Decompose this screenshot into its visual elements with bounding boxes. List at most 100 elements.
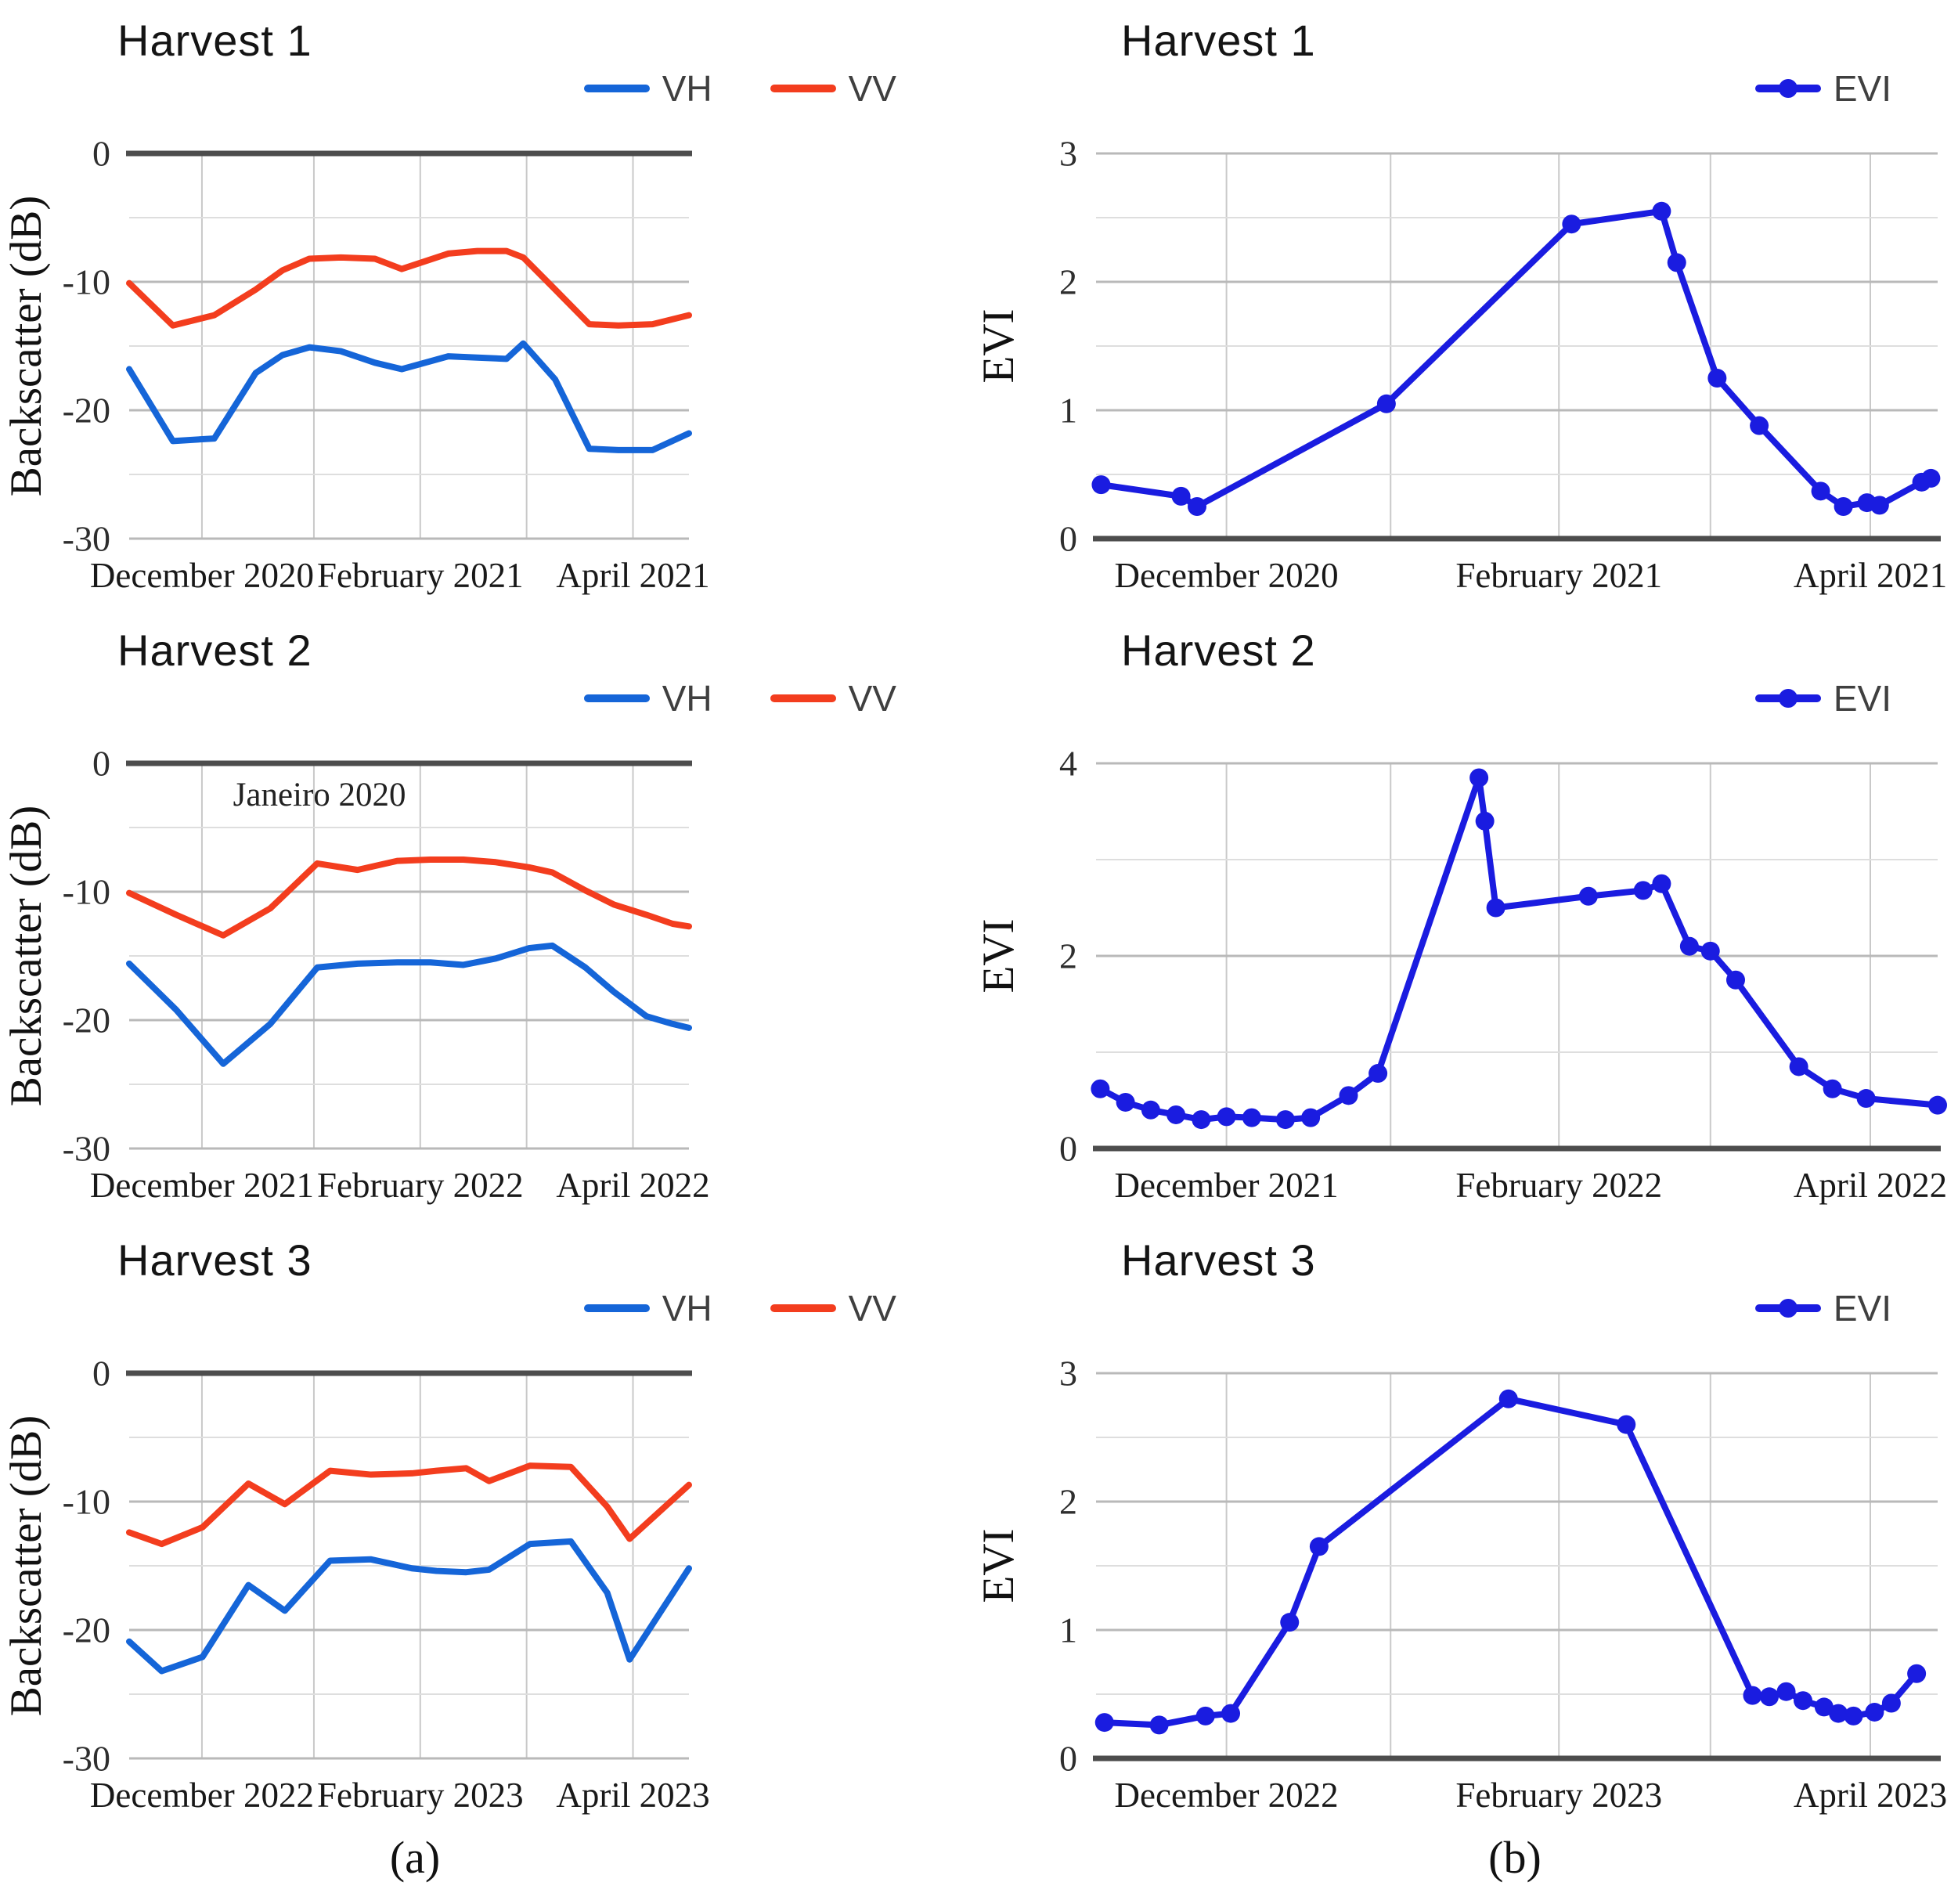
y-tick-label: -30: [63, 519, 110, 559]
y-tick-label: 0: [92, 134, 110, 174]
series-evi-point: [1275, 1110, 1295, 1130]
series-evi-point: [1707, 369, 1727, 388]
y-axis-title: EVI: [979, 919, 1023, 993]
series-evi-point: [1562, 215, 1581, 234]
series-vv-line: [126, 1462, 692, 1548]
x-tick-label: December 2021: [90, 1166, 314, 1205]
chart-harvest2-evi: Harvest 2 EVI 4 2 0 December 2021 February 202…: [974, 615, 1958, 1215]
y-tick-label: 1: [1059, 1610, 1077, 1650]
legend-item-vh: VH: [583, 1287, 712, 1329]
legend-label: VV: [848, 678, 896, 719]
series-evi-point: [1667, 253, 1686, 272]
series-evi-point: [1814, 1697, 1834, 1717]
caption-b: (b): [1488, 1832, 1542, 1883]
legend-swatch-evi-icon: [1754, 1299, 1821, 1318]
chart-harvest3-backscatter: Harvest 3 VH VV 0 -10 -20 -30 December 2022 Febr…: [0, 1224, 979, 1825]
chart-title: Harvest 3: [1121, 1235, 1316, 1285]
y-tick-label: 0: [92, 744, 110, 784]
series-evi-point: [1309, 1537, 1329, 1556]
legend: EVI: [979, 1288, 1891, 1329]
legend-label: EVI: [1833, 68, 1891, 109]
y-tick-label: 0: [1059, 1739, 1077, 1779]
series-evi-point: [1280, 1613, 1300, 1632]
y-tick-label: 3: [1059, 134, 1077, 174]
legend-item-vv: VV: [770, 1287, 896, 1329]
series-evi-point: [1743, 1686, 1762, 1705]
y-tick-label: -10: [63, 872, 110, 912]
y-tick-label: -30: [63, 1739, 110, 1779]
y-tick-label: -10: [63, 1482, 110, 1522]
series-evi-point: [1679, 936, 1699, 956]
x-tick-label: April 2021: [1794, 556, 1947, 595]
series-evi-point: [1633, 881, 1653, 900]
x-tick-label: December 2021: [1115, 1166, 1339, 1205]
x-tick-label: April 2021: [556, 556, 709, 595]
legend-label: VH: [662, 678, 712, 719]
y-axis-title: EVI: [979, 1529, 1023, 1603]
legend-item-evi: EVI: [1754, 677, 1891, 719]
y-tick-label: -30: [63, 1129, 110, 1169]
caption-row: (a) (b): [0, 1831, 1958, 1884]
y-tick-label: -10: [63, 262, 110, 302]
series-vv-line: [126, 247, 692, 329]
plot-harvest2-evi: 4 2 0 December 2021 February 2022 April 2022 E…: [974, 744, 1947, 1205]
series-evi-point: [1881, 1693, 1901, 1713]
y-tick-label: -20: [63, 1610, 110, 1650]
legend-swatch-vh-icon: [583, 1304, 650, 1312]
x-tick-label: April 2023: [1794, 1776, 1947, 1815]
legend-label: EVI: [1833, 678, 1891, 719]
series-evi-point: [1167, 1105, 1186, 1124]
legend-item-vv: VV: [770, 677, 896, 719]
series-evi-point: [1870, 496, 1889, 515]
x-tick-label: April 2022: [1794, 1166, 1947, 1205]
column-backscatter: Harvest 1 VH VV 0 -10 -20 -30 December 2020 Febr…: [0, 5, 979, 1834]
y-axis-title: EVI: [979, 309, 1023, 384]
series-evi-point: [1856, 1089, 1876, 1109]
series-evi-point: [1094, 1713, 1114, 1733]
legend: EVI: [979, 68, 1891, 109]
legend: VH VV: [0, 67, 896, 110]
legend-swatch-vv-icon: [770, 694, 836, 702]
series-evi-point: [1301, 1108, 1321, 1127]
y-tick-label: 2: [1059, 936, 1077, 976]
series-evi-point: [1928, 1095, 1947, 1115]
plot-harvest1-evi: 3 2 1 0 December 2020 February 2021 April 2021…: [974, 134, 1947, 595]
x-tick-label: February 2022: [1455, 1166, 1662, 1205]
series-evi-point: [1865, 1702, 1884, 1722]
y-tick-label: 4: [1059, 744, 1077, 784]
series-evi-point: [1726, 970, 1745, 990]
column-evi: Harvest 1 EVI 3 2 1 0 December 2020 February 20…: [974, 5, 1958, 1834]
series-evi-point: [1116, 1092, 1135, 1112]
series-evi-point: [1188, 497, 1206, 516]
series-evi-point: [1823, 1079, 1842, 1098]
chart-harvest3-evi: Harvest 3 EVI 3 2 1 0 December 2022 February 20…: [974, 1224, 1958, 1825]
series-evi-point: [1700, 941, 1720, 961]
series-evi-point: [1486, 898, 1505, 918]
caption-a: (a): [389, 1832, 441, 1883]
x-tick-label: December 2022: [90, 1776, 314, 1815]
series-evi-point: [1907, 1664, 1927, 1683]
legend-item-vv: VV: [770, 67, 896, 110]
x-tick-label: February 2021: [317, 556, 524, 595]
series-evi-point: [1368, 1064, 1388, 1084]
legend: EVI: [979, 677, 1891, 719]
x-tick-label: December 2022: [1115, 1776, 1339, 1815]
plot-harvest3-evi: 3 2 1 0 December 2022 February 2023 April 2023…: [974, 1354, 1947, 1815]
legend: VH VV: [0, 677, 896, 719]
series-evi-point: [1171, 486, 1191, 506]
chart-harvest1-backscatter: Harvest 1 VH VV 0 -10 -20 -30 December 2020 Febr…: [0, 5, 979, 605]
y-tick-label: 0: [1059, 519, 1077, 559]
x-tick-label: April 2022: [556, 1166, 709, 1205]
legend-item-vh: VH: [583, 67, 712, 110]
legend-swatch-evi-icon: [1754, 689, 1821, 708]
series-evi-point: [1789, 1057, 1808, 1076]
series-evi-point: [1652, 201, 1671, 221]
y-axis-title: Backscatter (dB): [2, 196, 51, 497]
y-tick-label: 2: [1059, 1482, 1077, 1522]
y-tick-label: 1: [1059, 391, 1077, 431]
x-tick-label: December 2020: [90, 556, 314, 595]
legend-swatch-vh-icon: [583, 85, 650, 92]
series-evi-point: [1339, 1086, 1358, 1105]
